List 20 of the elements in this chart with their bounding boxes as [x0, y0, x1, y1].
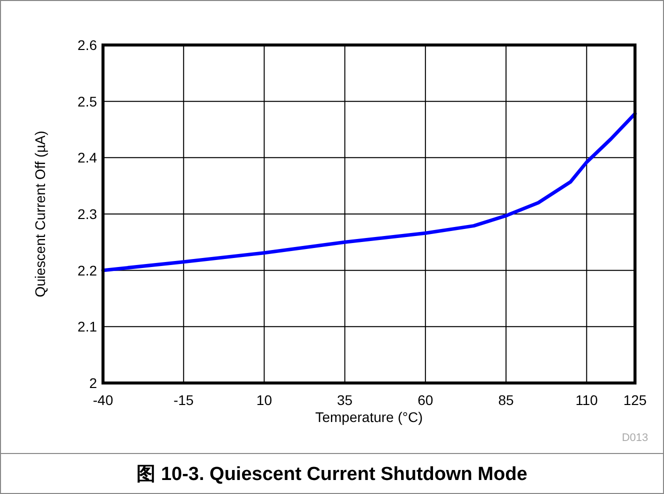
x-tick-label: 60	[418, 392, 434, 408]
y-tick-label: 2.2	[78, 262, 98, 278]
y-tick-label: 2.5	[78, 93, 98, 110]
y-tick-label: 2	[89, 375, 98, 391]
x-axis-title: Temperature (°C)	[315, 409, 423, 425]
x-tick-label: -40	[92, 392, 114, 408]
x-tick-label: 110	[575, 392, 598, 408]
x-tick-label: 125	[623, 392, 647, 408]
x-tick-label: 85	[498, 392, 514, 408]
text: D013	[622, 432, 648, 444]
y-axis-title: Quiescent Current Off (µA)	[32, 130, 48, 298]
y-tick-label: 2.3	[78, 206, 98, 222]
text: 图 10-3. Quiescent Current Shutdown Mode	[136, 464, 528, 485]
y-tick-label: 2.4	[78, 150, 98, 166]
x-tick-label: 10	[256, 392, 272, 408]
x-tick-label: -15	[173, 392, 194, 408]
y-tick-label: 2.1	[78, 318, 98, 335]
line-series	[101, 112, 637, 272]
y-tick-label: 2.6	[78, 37, 98, 53]
x-tick-label: 35	[337, 392, 353, 408]
